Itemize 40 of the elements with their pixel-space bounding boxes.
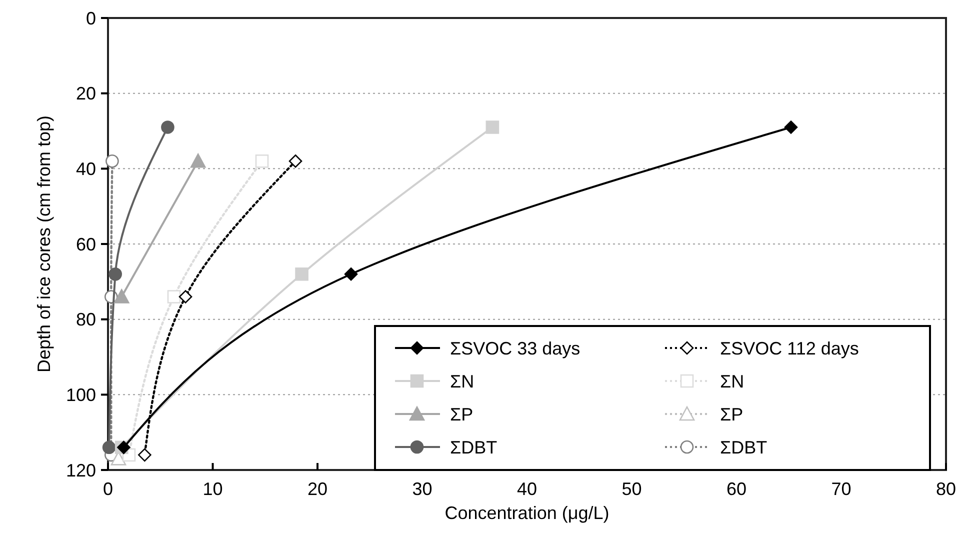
point xyxy=(161,120,174,134)
x-tick-label: 10 xyxy=(202,479,223,499)
legend-label: ΣN xyxy=(450,371,474,392)
legend-label: ΣDBT xyxy=(450,437,498,458)
x-tick-label: 60 xyxy=(726,479,747,499)
point xyxy=(344,267,358,281)
y-tick-label: 20 xyxy=(76,84,96,104)
point xyxy=(108,267,122,281)
legend-label: ΣP xyxy=(450,404,474,424)
y-tick-label: 80 xyxy=(76,310,96,330)
y-axis-title: Depth of ice cores (cm from top) xyxy=(34,115,54,373)
point xyxy=(117,440,130,454)
x-tick-label: 40 xyxy=(516,479,538,499)
x-tick-label: 20 xyxy=(307,479,328,499)
legend-label: ΣN xyxy=(720,371,744,392)
legend-label: ΣDBT xyxy=(720,437,768,458)
legend-label: ΣP xyxy=(720,404,744,424)
x-tick-label: 80 xyxy=(936,479,956,499)
x-tick-label: 0 xyxy=(102,479,114,499)
y-tick-label: 100 xyxy=(66,384,96,405)
y-tick-label: 120 xyxy=(66,460,96,480)
x-tick-label: 50 xyxy=(622,479,642,499)
point xyxy=(102,440,116,454)
point xyxy=(288,154,302,168)
point xyxy=(138,448,152,462)
point xyxy=(486,120,500,134)
y-tick-label: 60 xyxy=(76,234,96,254)
point xyxy=(255,154,269,168)
y-tick-label: 40 xyxy=(76,158,96,179)
x-axis-title: Concentration (μg/L) xyxy=(444,503,610,523)
x-tick-label: 30 xyxy=(412,479,432,499)
point xyxy=(784,120,798,134)
point xyxy=(178,290,192,304)
point xyxy=(295,267,308,281)
y-tick-label: 0 xyxy=(86,8,96,28)
x-tick-label: 70 xyxy=(831,479,852,499)
point xyxy=(167,290,181,304)
legend-label: ΣSVOC 112 days xyxy=(720,338,859,358)
legend-label: ΣSVOC 33 days xyxy=(450,338,580,358)
point xyxy=(106,154,119,168)
